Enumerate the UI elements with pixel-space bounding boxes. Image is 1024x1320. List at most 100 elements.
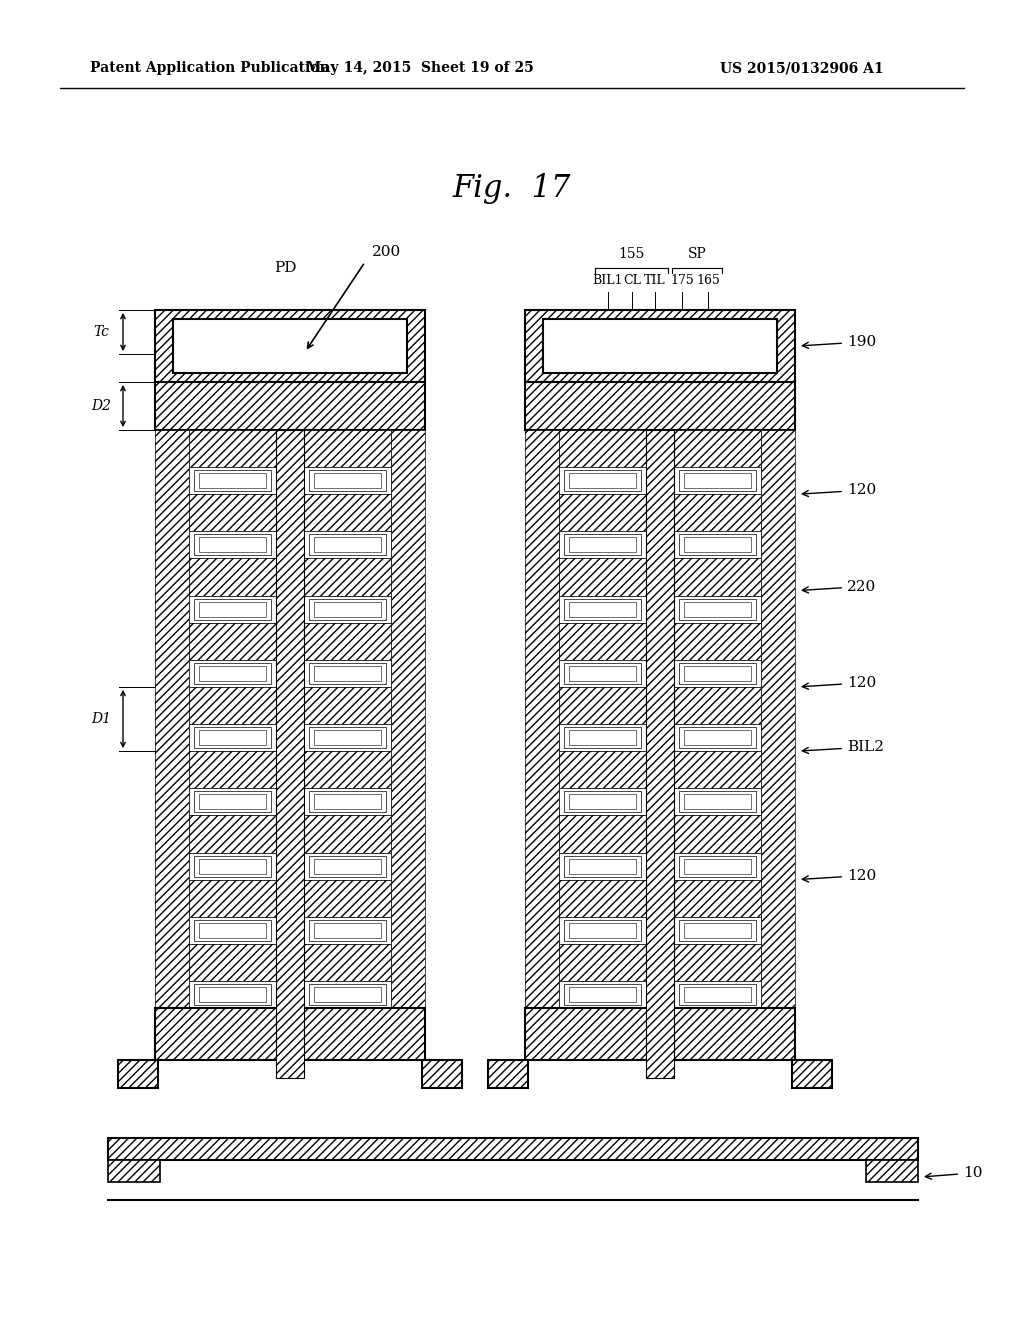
Bar [684, 537, 751, 553]
Bar [309, 535, 386, 556]
Bar [194, 792, 271, 812]
Bar [155, 430, 189, 1008]
Bar [543, 319, 777, 374]
Text: US 2015/0132906 A1: US 2015/0132906 A1 [720, 61, 884, 75]
Bar [564, 920, 641, 941]
Bar [309, 983, 386, 1005]
Bar [309, 855, 386, 876]
Bar [684, 987, 751, 1002]
Bar [304, 623, 391, 660]
Bar [679, 792, 756, 812]
Bar [674, 494, 761, 532]
Bar [569, 987, 636, 1002]
Bar [189, 686, 276, 725]
Bar [304, 879, 391, 917]
Bar [559, 725, 646, 751]
Bar [866, 1160, 918, 1181]
Bar [194, 470, 271, 491]
Bar [679, 983, 756, 1005]
Bar [569, 795, 636, 809]
Bar [674, 751, 761, 788]
Bar [199, 474, 266, 488]
Bar [189, 917, 276, 944]
Bar [674, 660, 761, 686]
Bar [646, 430, 674, 1008]
Bar [199, 665, 266, 681]
Bar [189, 751, 276, 788]
Bar [559, 558, 646, 595]
Bar [189, 788, 276, 816]
Bar [391, 430, 425, 1008]
Bar [314, 665, 381, 681]
Bar [674, 816, 761, 853]
Text: 165: 165 [696, 275, 720, 286]
Bar [559, 595, 646, 623]
Bar [559, 917, 646, 944]
Bar [559, 467, 646, 494]
Bar [525, 430, 559, 1008]
Bar [304, 430, 391, 467]
Bar [674, 751, 761, 788]
Bar [304, 751, 391, 788]
Bar [304, 879, 391, 917]
Bar [108, 1138, 918, 1160]
Bar [684, 730, 751, 744]
Bar [189, 494, 276, 532]
Bar [189, 816, 276, 853]
Bar [674, 725, 761, 751]
Bar [525, 1008, 795, 1060]
Bar [684, 665, 751, 681]
Bar [304, 494, 391, 532]
Bar [684, 474, 751, 488]
Bar [199, 537, 266, 553]
Bar [564, 599, 641, 619]
Bar [569, 923, 636, 937]
Bar [525, 1008, 795, 1060]
Text: 175: 175 [670, 275, 694, 286]
Bar [422, 1060, 462, 1088]
Bar [304, 981, 391, 1008]
Bar [304, 686, 391, 725]
Bar [304, 430, 391, 467]
Bar [674, 816, 761, 853]
Bar [108, 1160, 160, 1181]
Bar [559, 879, 646, 917]
Bar [314, 923, 381, 937]
Bar [189, 853, 276, 879]
Bar [118, 1060, 158, 1088]
Bar [488, 1060, 528, 1088]
Bar [525, 430, 559, 1008]
Bar [309, 470, 386, 491]
Bar [314, 858, 381, 874]
Text: PD: PD [273, 261, 296, 275]
Bar [679, 855, 756, 876]
Bar [559, 660, 646, 686]
Bar [564, 663, 641, 684]
Bar [304, 595, 391, 623]
Bar [189, 595, 276, 623]
Bar [569, 665, 636, 681]
Bar [108, 1138, 918, 1160]
Bar [679, 535, 756, 556]
Bar [276, 430, 304, 1078]
Bar [559, 944, 646, 981]
Bar [155, 1008, 425, 1060]
Bar [189, 725, 276, 751]
Bar [525, 310, 795, 381]
Bar [155, 1008, 425, 1060]
Bar [684, 858, 751, 874]
Bar [309, 920, 386, 941]
Text: D1: D1 [91, 711, 111, 726]
Text: 120: 120 [803, 676, 877, 690]
Bar [674, 944, 761, 981]
Bar [194, 727, 271, 748]
Bar [314, 537, 381, 553]
Bar [194, 855, 271, 876]
Bar [314, 602, 381, 616]
Bar [674, 917, 761, 944]
Bar [309, 599, 386, 619]
Text: 155: 155 [618, 247, 645, 261]
Bar [559, 879, 646, 917]
Bar [679, 663, 756, 684]
Bar [304, 788, 391, 816]
